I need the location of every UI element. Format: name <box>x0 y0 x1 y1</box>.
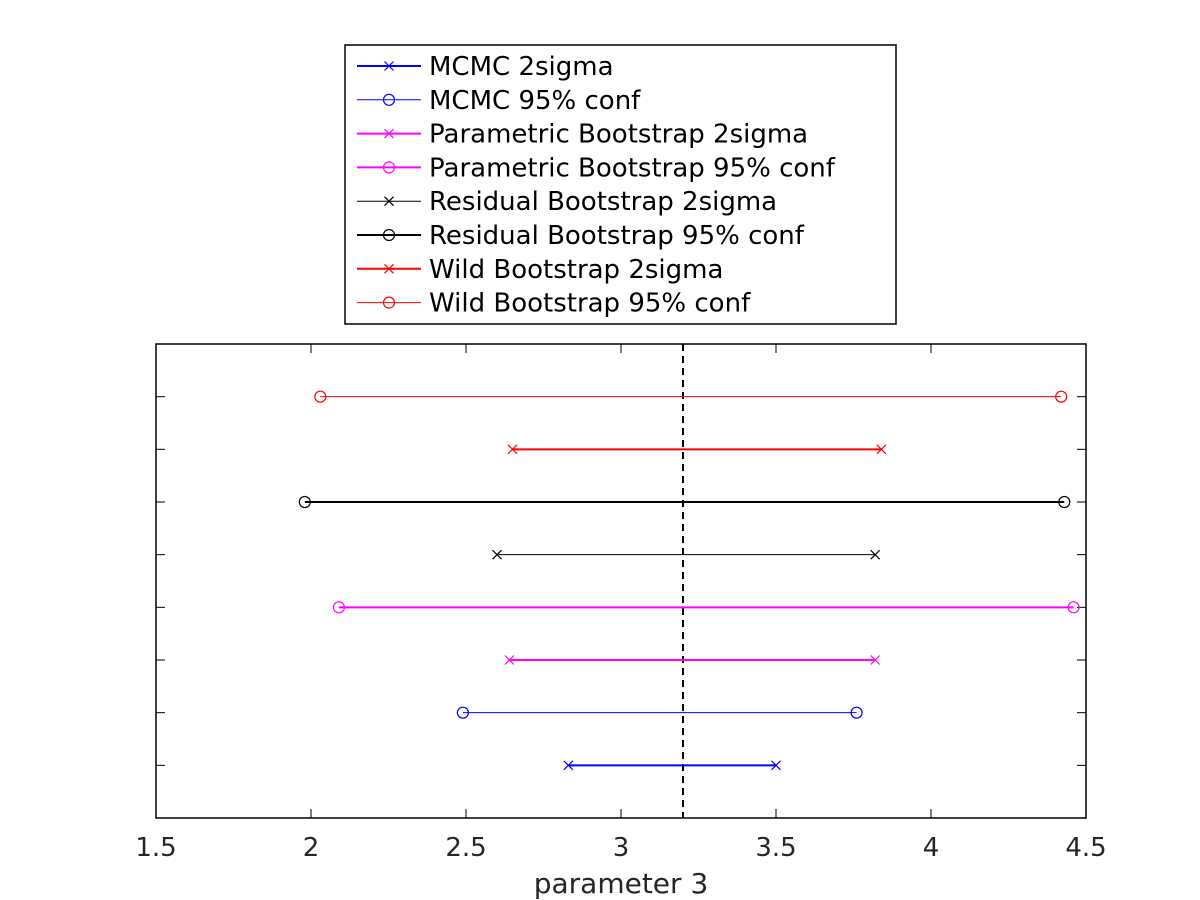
legend-label: MCMC 95% conf <box>429 86 641 116</box>
x-marker-stroke <box>384 61 394 71</box>
x-tick-label: 3 <box>613 833 630 863</box>
interval-high-marker <box>870 655 881 665</box>
plot-area: 1.5 2 2.5 3 3.5 4 4.5 <box>135 343 1107 863</box>
legend-marker <box>384 128 394 139</box>
interval-high-marker <box>1055 390 1068 403</box>
legend-entry: MCMC 95% conf <box>357 86 641 116</box>
x-marker-stroke <box>870 655 881 665</box>
interval-series <box>298 390 1080 771</box>
legend-label: MCMC 2sigma <box>429 52 614 82</box>
x-marker-stroke <box>504 655 515 665</box>
interval-low-marker <box>563 760 574 771</box>
legend-entry: Parametric Bootstrap 2sigma <box>357 120 808 150</box>
x-marker-stroke <box>563 760 574 771</box>
legend-box <box>344 44 897 325</box>
legend-entry: MCMC 2sigma <box>357 52 614 82</box>
interval-low-marker <box>314 390 327 403</box>
x-marker-stroke <box>384 263 394 274</box>
interval-parametric-bootstrap-2sigma <box>504 655 881 665</box>
interval-low-marker <box>332 601 345 614</box>
legend-label: Residual Bootstrap 95% conf <box>429 221 805 251</box>
interval-high-marker <box>870 549 881 560</box>
x-axis-label: parameter 3 <box>534 867 709 900</box>
interval-low-marker <box>492 549 502 560</box>
interval-residual-bootstrap-95-conf <box>298 495 1071 509</box>
legend-marker <box>382 228 396 242</box>
x-tick-label: 2 <box>303 833 320 863</box>
axes-box <box>155 343 1087 819</box>
interval-wild-bootstrap-95-conf <box>314 390 1068 403</box>
interval-high-marker <box>1058 495 1071 509</box>
interval-low-marker <box>504 655 515 665</box>
legend-marker <box>382 161 396 174</box>
legend-label: Wild Bootstrap 2sigma <box>429 255 723 285</box>
legend-items: MCMC 2sigma MCMC 95% conf Parametric Boots… <box>357 52 836 319</box>
x-axis-ticks: 1.5 2 2.5 3 3.5 4 4.5 <box>135 344 1107 863</box>
x-tick-label: 4.5 <box>1065 833 1106 863</box>
x-tick-label: 2.5 <box>445 833 486 863</box>
legend-marker <box>384 196 394 207</box>
x-tick-label: 1.5 <box>135 833 176 863</box>
interval-parametric-bootstrap-95-conf <box>332 601 1080 614</box>
interval-residual-bootstrap-2sigma <box>492 549 881 560</box>
legend-entry: Wild Bootstrap 95% conf <box>357 289 751 319</box>
legend-marker <box>382 93 396 106</box>
legend-label: Residual Bootstrap 2sigma <box>429 187 777 217</box>
legend-marker <box>382 296 396 309</box>
x-marker-stroke <box>507 444 518 455</box>
interval-high-marker <box>850 706 863 719</box>
legend-entry: Residual Bootstrap 2sigma <box>357 187 777 217</box>
x-marker-stroke <box>384 196 394 207</box>
legend-entry: Residual Bootstrap 95% conf <box>357 221 805 251</box>
interval-wild-bootstrap-2sigma <box>507 444 887 455</box>
legend-label: Wild Bootstrap 95% conf <box>429 289 751 319</box>
interval-low-marker <box>456 706 469 719</box>
x-tick-label: 3.5 <box>755 833 796 863</box>
interval-mcmc-2sigma <box>563 760 781 771</box>
interval-low-marker <box>298 495 311 509</box>
interval-low-marker <box>507 444 518 455</box>
legend-marker <box>384 263 394 274</box>
legend-label: Parametric Bootstrap 2sigma <box>429 120 808 150</box>
interval-high-marker <box>771 760 781 771</box>
legend-label: Parametric Bootstrap 95% conf <box>429 153 836 183</box>
x-marker-stroke <box>876 444 887 455</box>
legend-entry: Parametric Bootstrap 95% conf <box>357 153 836 183</box>
legend-marker <box>384 61 394 71</box>
x-marker-stroke <box>870 549 881 560</box>
legend-entry: Wild Bootstrap 2sigma <box>357 255 723 285</box>
x-tick-label: 4 <box>923 833 940 863</box>
x-marker-stroke <box>492 549 502 560</box>
legend: MCMC 2sigma MCMC 95% conf Parametric Boots… <box>344 44 897 325</box>
x-marker-stroke <box>384 128 394 139</box>
interval-high-marker <box>876 444 887 455</box>
interval-high-marker <box>1067 601 1080 614</box>
x-marker-stroke <box>771 760 781 771</box>
interval-mcmc-95-conf <box>456 706 863 719</box>
